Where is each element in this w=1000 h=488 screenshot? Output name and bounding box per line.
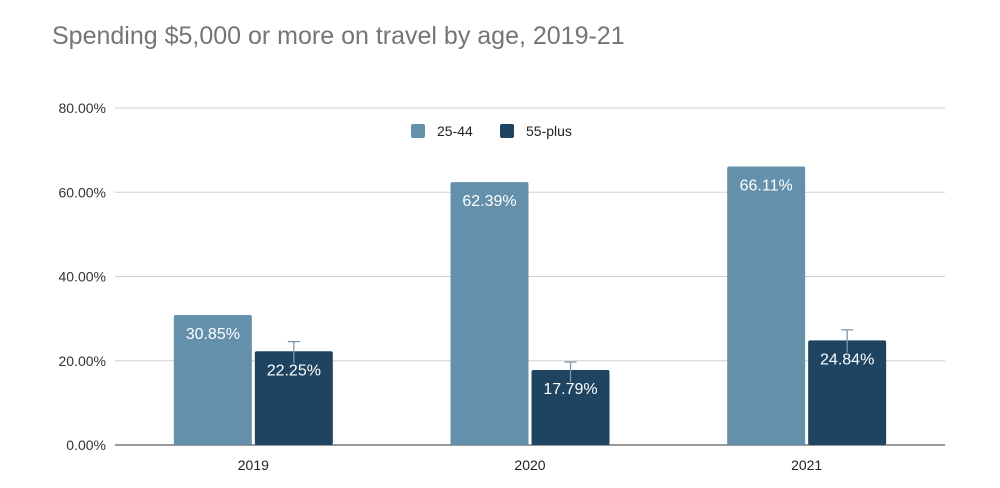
bar-55-plus bbox=[531, 370, 610, 445]
chart-title: Spending $5,000 or more on travel by age… bbox=[52, 22, 625, 50]
data-label: 17.79% bbox=[543, 381, 597, 398]
y-tick-label: 0.00% bbox=[66, 437, 106, 453]
data-label: 24.84% bbox=[820, 351, 874, 368]
x-tick-label: 2019 bbox=[238, 457, 269, 473]
bar-25-44 bbox=[450, 182, 529, 445]
data-label: 22.25% bbox=[267, 362, 321, 379]
bar-55-plus bbox=[254, 351, 333, 445]
bar-25-44 bbox=[727, 166, 806, 445]
bar-25-44 bbox=[173, 315, 252, 445]
legend-label: 55-plus bbox=[526, 123, 572, 139]
data-label: 62.39% bbox=[462, 193, 516, 210]
y-tick-label: 80.00% bbox=[59, 100, 106, 116]
legend-label: 25-44 bbox=[437, 123, 473, 139]
y-tick-label: 60.00% bbox=[59, 184, 106, 200]
data-label: 66.11% bbox=[740, 178, 793, 195]
bar-55-plus bbox=[808, 340, 887, 445]
x-tick-label: 2021 bbox=[791, 457, 822, 473]
data-label: 30.85% bbox=[186, 326, 240, 343]
legend-swatch-55-plus bbox=[500, 124, 514, 138]
y-tick-label: 20.00% bbox=[59, 353, 106, 369]
x-tick-label: 2020 bbox=[514, 457, 545, 473]
legend-swatch-25-44 bbox=[411, 124, 425, 138]
y-tick-label: 40.00% bbox=[59, 269, 106, 285]
